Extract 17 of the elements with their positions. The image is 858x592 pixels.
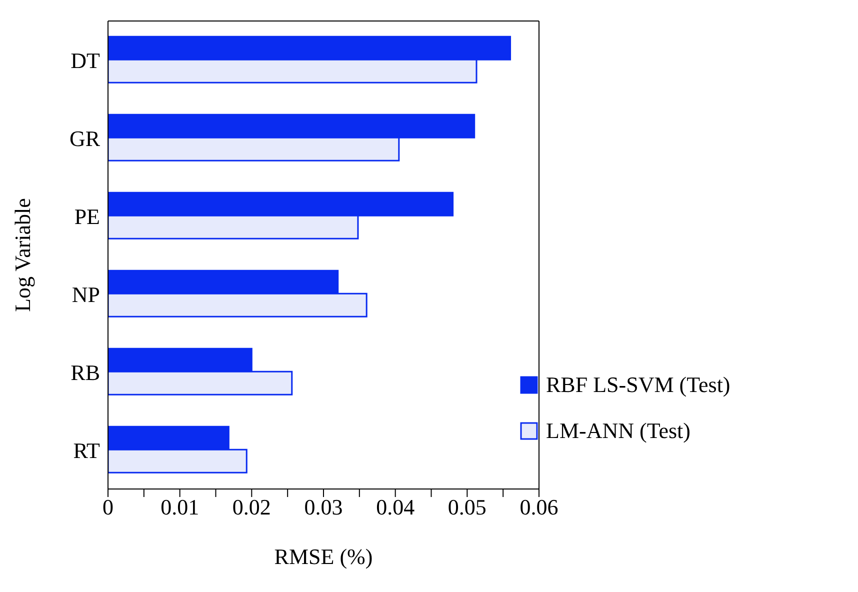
legend-label: RBF LS-SVM (Test) xyxy=(546,372,730,398)
legend-label: LM-ANN (Test) xyxy=(546,418,690,444)
x-tick-label: 0.02 xyxy=(232,494,271,520)
y-tick-label: PE xyxy=(74,204,100,229)
x-tick-label: 0.06 xyxy=(520,494,558,520)
x-tick-label: 0.01 xyxy=(160,494,200,520)
x-tick-label: 0.03 xyxy=(304,494,343,520)
x-tick-label: 0.04 xyxy=(376,494,415,520)
y-axis-title: Log Variable xyxy=(10,198,35,312)
y-tick-label: DT xyxy=(70,48,101,73)
y-tick-label: RT xyxy=(73,438,101,463)
y-tick-label: GR xyxy=(69,126,100,151)
y-tick-label: RB xyxy=(70,360,100,385)
x-tick-label: 0 xyxy=(102,494,114,520)
y-tick-label: NP xyxy=(72,282,100,307)
x-tick-label: 0.05 xyxy=(448,494,486,520)
x-axis-title: RMSE (%) xyxy=(274,544,373,569)
